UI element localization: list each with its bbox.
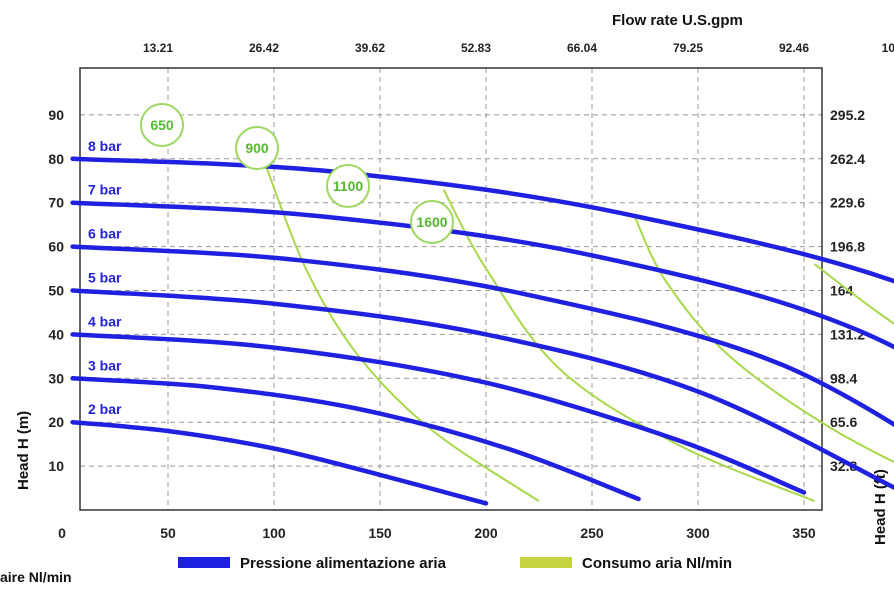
pressure-label: 5 bar [88, 270, 122, 286]
x-tick-label: 100 [262, 525, 286, 541]
grid [80, 68, 822, 510]
top-axis-title: Flow rate U.S.gpm [612, 12, 743, 29]
consumption-badge-circle [235, 126, 279, 170]
x-tick-label: 150 [368, 525, 392, 541]
consumption-line-900 [442, 189, 815, 503]
consumption-badge-circle [326, 164, 370, 208]
x-tick-label: 0 [58, 525, 66, 541]
x-tick-label: 200 [474, 525, 498, 541]
x-tick-label: 50 [160, 525, 176, 541]
y-axis-right-title: Head H (ft) [872, 469, 889, 545]
pressure-label: 7 bar [88, 182, 122, 198]
right-tick-label: 164 [830, 283, 854, 299]
consumption-label: 1600 [416, 214, 447, 230]
pressure-line-7-bar [70, 200, 894, 350]
consumption-badge-circle [140, 103, 184, 147]
y-tick-label: 70 [48, 195, 64, 211]
y-tick-label: 20 [48, 414, 64, 430]
consumption-line-650 [262, 158, 540, 503]
footnote: aire Nl/min [0, 569, 72, 585]
consumption-label: 650 [150, 117, 174, 133]
y-tick-label: 10 [48, 458, 64, 474]
y-tick-label: 40 [48, 326, 64, 342]
pressure-line-4-bar [70, 332, 807, 495]
pressure-label: 4 bar [88, 313, 122, 329]
consumption-labels: 650 900 1100 1600 [140, 103, 454, 244]
top-tick-label: 26.42 [249, 41, 279, 55]
pressure-label: 6 bar [88, 226, 122, 242]
pressure-line-3-bar [70, 376, 641, 502]
top-tick-label: 52.83 [461, 41, 491, 55]
pressure-label: 2 bar [88, 401, 122, 417]
y-tick-label: 50 [48, 283, 64, 299]
right-tick-label: 98.4 [830, 370, 857, 386]
y-tick-labels: 10 20 30 40 50 60 70 80 90 [48, 107, 64, 474]
x-tick-labels: 050100150200250300350400450500550600650 [58, 525, 816, 541]
top-tick-label: 39.62 [355, 41, 385, 55]
pressure-label: 8 bar [88, 138, 122, 154]
y-tick-label: 60 [48, 239, 64, 255]
pressure-label: 3 bar [88, 357, 122, 373]
y-tick-label: 30 [48, 370, 64, 386]
pressure-series [70, 156, 894, 506]
right-tick-label: 32.8 [830, 458, 857, 474]
y-axis-left-title: Head H (m) [15, 411, 32, 490]
legend-swatch-pressure [178, 557, 230, 568]
consumption-badge-1600: 1600 [410, 200, 454, 244]
right-tick-label: 196.8 [830, 239, 865, 255]
consumption-badge-900: 900 [235, 126, 279, 170]
top-tick-label: 105.67 [882, 41, 894, 55]
right-tick-label: 229.6 [830, 195, 865, 211]
right-tick-label: 262.4 [830, 151, 865, 167]
pressure-line-6-bar [70, 244, 894, 428]
consumption-badge-circle [410, 200, 454, 244]
consumption-line-1600 [813, 263, 894, 325]
consumption-series [262, 158, 894, 503]
top-tick-label: 66.04 [567, 41, 597, 55]
right-tick-label: 295.2 [830, 107, 865, 123]
consumption-label: 900 [245, 140, 269, 156]
legend-swatch-consumption [520, 557, 572, 568]
x-tick-label: 250 [580, 525, 604, 541]
consumption-label: 1100 [333, 178, 364, 194]
consumption-badge-650: 650 [140, 103, 184, 147]
legend-label-consumption: Consumo aria Nl/min [582, 555, 732, 572]
right-tick-label: 65.6 [830, 414, 857, 430]
legend-label-pressure: Pressione alimentazione aria [240, 555, 447, 572]
x-tick-label: 300 [686, 525, 710, 541]
top-tick-label: 79.25 [673, 41, 703, 55]
consumption-badge-1100: 1100 [326, 164, 370, 208]
top-tick-label: 92.46 [779, 41, 809, 55]
x-tick-label: 350 [792, 525, 816, 541]
pressure-labels: 2 bar 3 bar 4 bar 5 bar 6 bar 7 bar 8 bar [88, 138, 122, 417]
y-tick-label: 90 [48, 107, 64, 123]
top-tick-label: 13.21 [143, 41, 173, 55]
top-tick-labels: 13.21 26.42 39.62 52.83 66.04 79.25 92.46 105.6… [143, 41, 894, 55]
pressure-line-2-bar [70, 419, 489, 506]
legend: Pressione alimentazione aria Consumo ari… [178, 555, 732, 572]
y-tick-label: 80 [48, 151, 64, 167]
pressure-line-5-bar [70, 288, 894, 491]
